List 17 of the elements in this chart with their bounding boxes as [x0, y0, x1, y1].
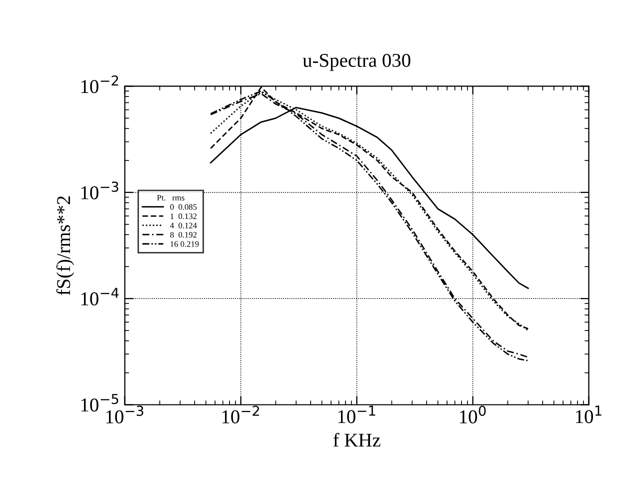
- legend-label: 16 0.219: [170, 241, 199, 247]
- x-tick-label: 10$^{−2}$: [222, 406, 260, 424]
- x-axis-title: f KHz: [333, 432, 380, 447]
- legend-label: 1 0.132: [170, 213, 197, 220]
- y-tick-label: 10$^{−3}$: [81, 182, 118, 200]
- x-tick-label: 10$^{0}$: [460, 406, 486, 424]
- chart-title: u-Spectra 030: [302, 54, 410, 71]
- legend-label: 0 0.085: [170, 204, 197, 210]
- y-tick-label: 10$^{−2}$: [81, 75, 118, 94]
- y-axis-title: fS(f)/rms**2: [56, 196, 74, 296]
- legend-label: 4 0.124: [170, 222, 197, 228]
- y-tick-label: 10$^{−4}$: [81, 288, 119, 306]
- legend-title: Pt. rms: [157, 194, 184, 201]
- x-tick-label: 10$^{−3}$: [106, 406, 144, 424]
- legend-label: 8 0.192: [170, 232, 197, 238]
- x-tick-label: 10$^{−1}$: [338, 406, 376, 424]
- x-tick-label: 10$^{1}$: [576, 406, 602, 424]
